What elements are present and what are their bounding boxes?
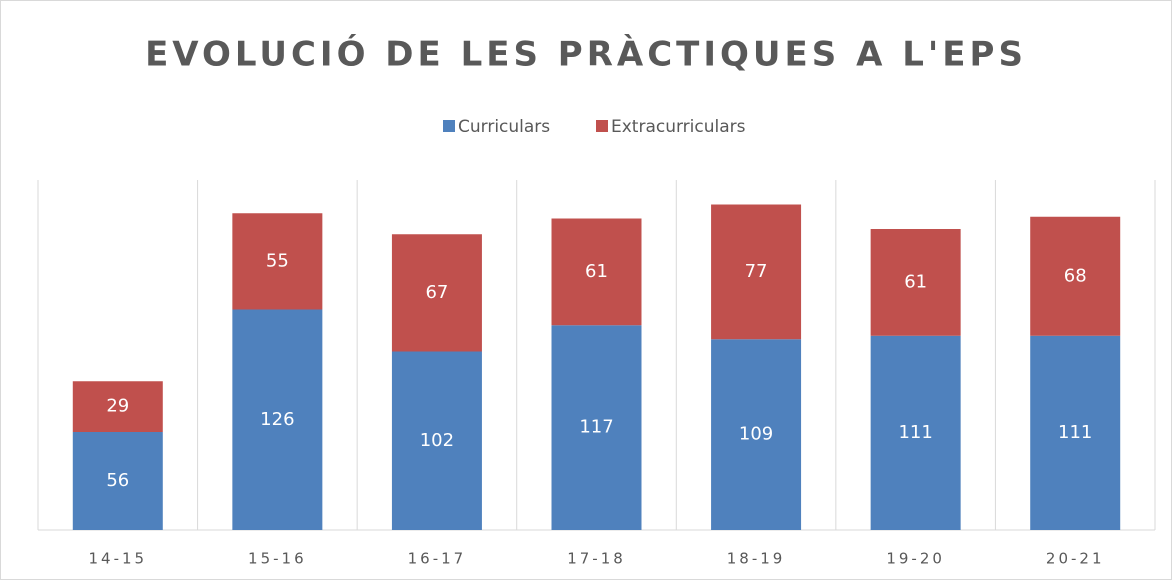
bar-segment	[1030, 335, 1121, 530]
data-label: 102	[420, 430, 454, 451]
data-label: 68	[1064, 265, 1087, 286]
bar-segment	[232, 213, 323, 310]
legend-swatch	[443, 120, 455, 132]
bar-segment	[551, 325, 642, 530]
x-tick-label: 16-17	[408, 550, 467, 568]
bar-segment	[1030, 216, 1121, 336]
bar-segment	[232, 309, 323, 530]
data-label: 61	[585, 261, 608, 282]
legend-label: Extracurriculars	[611, 117, 746, 137]
data-label: 126	[260, 409, 294, 430]
bar-segment	[391, 234, 482, 352]
data-label: 67	[425, 282, 448, 303]
bar-segment	[72, 381, 163, 432]
bar-segment	[551, 218, 642, 326]
x-tick-label: 20-21	[1046, 550, 1105, 568]
bar-segment	[870, 229, 961, 336]
chart-title: EVOLUCIÓ DE LES PRÀCTIQUES A L'EPS	[145, 34, 1027, 75]
data-label: 111	[898, 422, 932, 443]
data-label: 61	[904, 271, 927, 292]
legend-label: Curriculars	[458, 117, 550, 137]
x-tick-label: 17-18	[567, 550, 626, 568]
bar-segment	[72, 432, 163, 530]
data-label: 77	[745, 261, 768, 282]
x-tick-label: 15-16	[248, 550, 307, 568]
bar-segment	[711, 339, 802, 530]
data-label: 55	[266, 250, 289, 271]
legend-swatch	[596, 120, 608, 132]
bar-segment	[391, 351, 482, 530]
data-label: 117	[579, 417, 613, 438]
data-label: 109	[739, 424, 773, 445]
data-label: 56	[106, 470, 129, 491]
x-tick-label: 14-15	[88, 550, 147, 568]
data-label: 29	[106, 396, 129, 417]
x-tick-label: 19-20	[886, 550, 945, 568]
x-tick-label: 18-19	[727, 550, 786, 568]
data-label: 111	[1058, 422, 1092, 443]
bar-segment	[870, 335, 961, 530]
bar-segment	[711, 204, 802, 340]
